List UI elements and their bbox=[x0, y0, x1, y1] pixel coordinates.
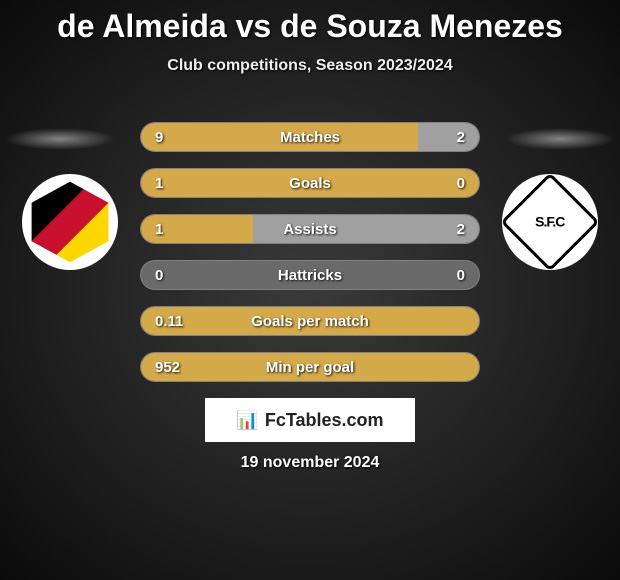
stat-label: Matches bbox=[141, 123, 479, 151]
footer-brand[interactable]: 📊 FcTables.com bbox=[205, 398, 415, 442]
stat-bar: 0.11 Goals per match bbox=[140, 306, 480, 336]
stat-label: Min per goal bbox=[141, 353, 479, 381]
stat-label: Assists bbox=[141, 215, 479, 243]
stat-label: Goals per match bbox=[141, 307, 479, 335]
date-text: 19 november 2024 bbox=[0, 454, 620, 472]
stat-label: Hattricks bbox=[141, 261, 479, 289]
team-right-initials: S.F.C bbox=[535, 214, 564, 230]
team-left-crest bbox=[22, 174, 118, 270]
stat-value-right: 2 bbox=[457, 215, 465, 243]
shadow-left bbox=[5, 128, 115, 150]
stat-value-right: 0 bbox=[457, 169, 465, 197]
chart-icon: 📊 bbox=[236, 410, 258, 431]
stat-bar: 1 Assists 2 bbox=[140, 214, 480, 244]
stats-container: 9 Matches 2 1 Goals 0 1 Assists 2 0 Hatt… bbox=[140, 122, 480, 398]
page-subtitle: Club competitions, Season 2023/2024 bbox=[0, 57, 620, 75]
team-right-crest: S.F.C bbox=[502, 174, 598, 270]
stat-value-right: 2 bbox=[457, 123, 465, 151]
team-right-crest-inner: S.F.C bbox=[501, 173, 600, 272]
stat-bar: 1 Goals 0 bbox=[140, 168, 480, 198]
stat-bar: 952 Min per goal bbox=[140, 352, 480, 382]
shadow-right bbox=[505, 128, 615, 150]
page-title: de Almeida vs de Souza Menezes bbox=[0, 0, 620, 45]
footer-brand-text: FcTables.com bbox=[265, 410, 384, 431]
stat-value-right: 0 bbox=[457, 261, 465, 289]
stat-bar: 0 Hattricks 0 bbox=[140, 260, 480, 290]
stat-bar: 9 Matches 2 bbox=[140, 122, 480, 152]
stat-label: Goals bbox=[141, 169, 479, 197]
